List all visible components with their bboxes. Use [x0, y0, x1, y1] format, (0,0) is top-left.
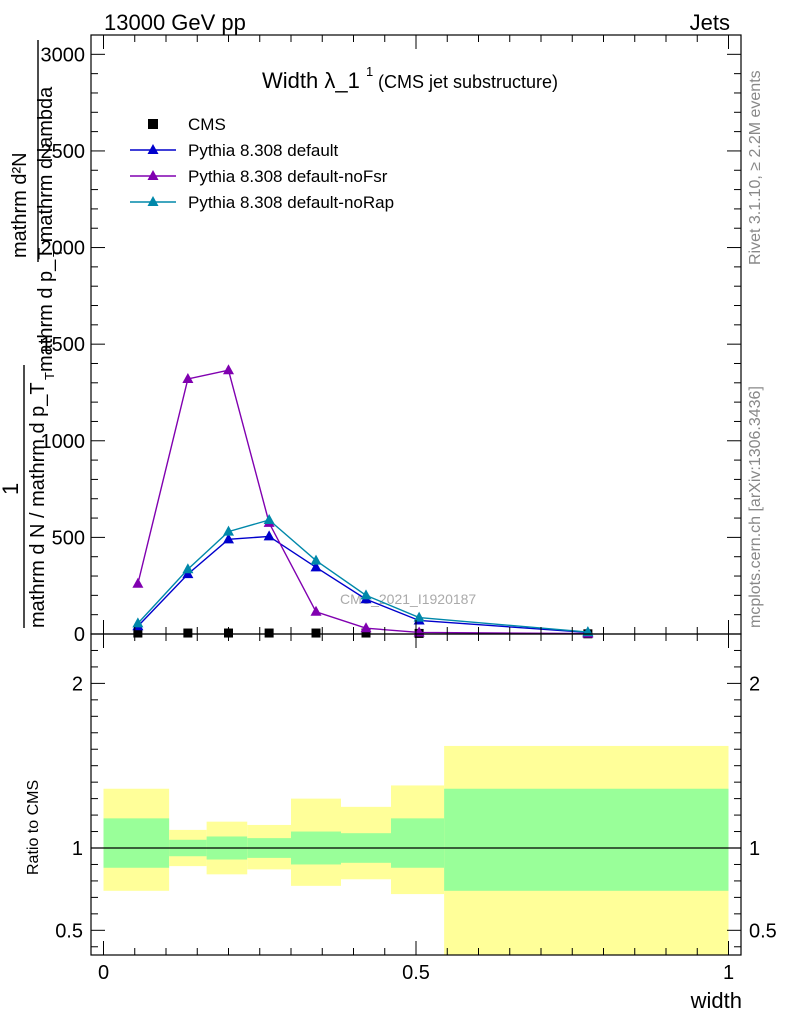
point-norap-5 [360, 589, 372, 600]
plot-title-sup: 1 [366, 64, 373, 79]
series-default [132, 530, 594, 637]
point-norap-1 [182, 563, 194, 574]
point-norap-6 [413, 611, 425, 622]
legend-marker-nofsr [147, 170, 159, 180]
series-line-norap [137, 519, 588, 633]
point-nofsr-0 [132, 577, 144, 588]
legend-label-cms: CMS [188, 115, 226, 134]
axis-ticks: 0 500 1000 1500 2000 2500 3000 0.5 0.5 1 1 2 2 0 0.5 1 [41, 35, 777, 984]
plot-title: Width λ_1 1 (CMS jet substructure) [262, 64, 558, 93]
legend-label-default: Pythia 8.308 default [188, 141, 339, 160]
ylabel-bottom-sub: T [42, 372, 57, 380]
legend: CMS Pythia 8.308 default Pythia 8.308 de… [130, 115, 394, 212]
ratio-ytick-label-left-1: 1 [72, 838, 83, 860]
legend-marker-cms [148, 119, 158, 129]
point-norap-0 [132, 617, 144, 628]
ratio-ytick-label-right-2: 2 [749, 673, 760, 695]
legend-entry-default: Pythia 8.308 default [130, 141, 339, 160]
ratio-ytick-label-left-2: 2 [72, 673, 83, 695]
main-series [132, 364, 594, 639]
legend-entry-norap: Pythia 8.308 default-noRap [130, 193, 394, 212]
x-axis-label: width [690, 988, 742, 1013]
header-left: 13000 GeV pp [104, 10, 246, 35]
point-cms-5 [361, 628, 371, 638]
series-line-default [137, 535, 588, 634]
main-ytick-label-1: 500 [52, 527, 85, 549]
point-norap-4 [310, 554, 322, 565]
y-axis-label-ratio: Ratio to CMS [25, 780, 42, 875]
rivet-label: Rivet 3.1.10, ≥ 2.2M events [747, 70, 764, 265]
plot-title-main: Width λ_1 [262, 68, 360, 93]
ratio-band-inner-6 [391, 818, 445, 868]
legend-label-nofsr: Pythia 8.308 default-noFsr [188, 167, 388, 186]
mcplots-label: mcplots.cern.ch [arXiv:1306.3436] [747, 386, 764, 628]
ylabel-top-den-sub: T [50, 249, 65, 257]
main-ytick-label-4: 2000 [41, 238, 86, 260]
point-norap-2 [223, 525, 234, 536]
main-ytick-label-5: 2500 [41, 141, 86, 163]
ylabel-one: 1 [0, 483, 23, 495]
series-line-nofsr [137, 369, 588, 635]
point-cms-0 [133, 628, 143, 638]
legend-entry-nofsr: Pythia 8.308 default-noFsr [130, 167, 388, 186]
main-ytick-label-2: 1000 [41, 431, 86, 453]
legend-marker-default [147, 144, 159, 154]
ratio-ytick-label-right-0: 0.5 [749, 920, 777, 942]
ratio-bands [103, 745, 729, 955]
point-cms-4 [311, 628, 321, 638]
xtick-label-0: 0 [98, 962, 109, 984]
ratio-band-inner-7 [444, 788, 729, 891]
ratio-ytick-label-left-0: 0.5 [55, 920, 83, 942]
series-norap [132, 513, 594, 637]
point-norap-3 [263, 513, 275, 524]
point-default-3 [263, 530, 275, 541]
ylabel-bottom: mathrm d N / mathrm d p_T [27, 382, 49, 628]
point-nofsr-4 [310, 605, 322, 616]
series-nofsr [132, 364, 594, 638]
point-nofsr-2 [223, 364, 234, 375]
legend-marker-norap [147, 196, 159, 206]
main-ytick-label-3: 1500 [41, 334, 86, 356]
point-default-2 [223, 533, 234, 544]
legend-label-norap: Pythia 8.308 default-noRap [188, 193, 394, 212]
main-ytick-label-6: 3000 [41, 44, 86, 66]
ylabel-top-den: mathrm d p_T mathrm d lambda [35, 86, 57, 372]
header-right: Jets [690, 10, 730, 35]
point-cms-3 [264, 628, 274, 638]
legend-entry-cms: CMS [148, 115, 226, 134]
xtick-label-1: 0.5 [402, 962, 430, 984]
y-axis-label-main: mathrm d²N mathrm d p_T mathrm d lambda … [0, 40, 65, 628]
ylabel-top-num: mathrm d²N [9, 152, 31, 258]
ratio-ytick-label-right-1: 1 [749, 838, 760, 860]
ratio-band-inner-0 [103, 818, 170, 868]
point-nofsr-1 [182, 372, 194, 383]
plot-title-sub: (CMS jet substructure) [378, 72, 558, 92]
xtick-label-2: 1 [723, 962, 734, 984]
point-nofsr-5 [360, 622, 372, 633]
watermark: CMS_2021_I1920187 [340, 591, 476, 607]
main-ytick-label-0: 0 [74, 624, 85, 646]
point-default-4 [310, 561, 322, 572]
point-cms-1 [183, 628, 193, 638]
